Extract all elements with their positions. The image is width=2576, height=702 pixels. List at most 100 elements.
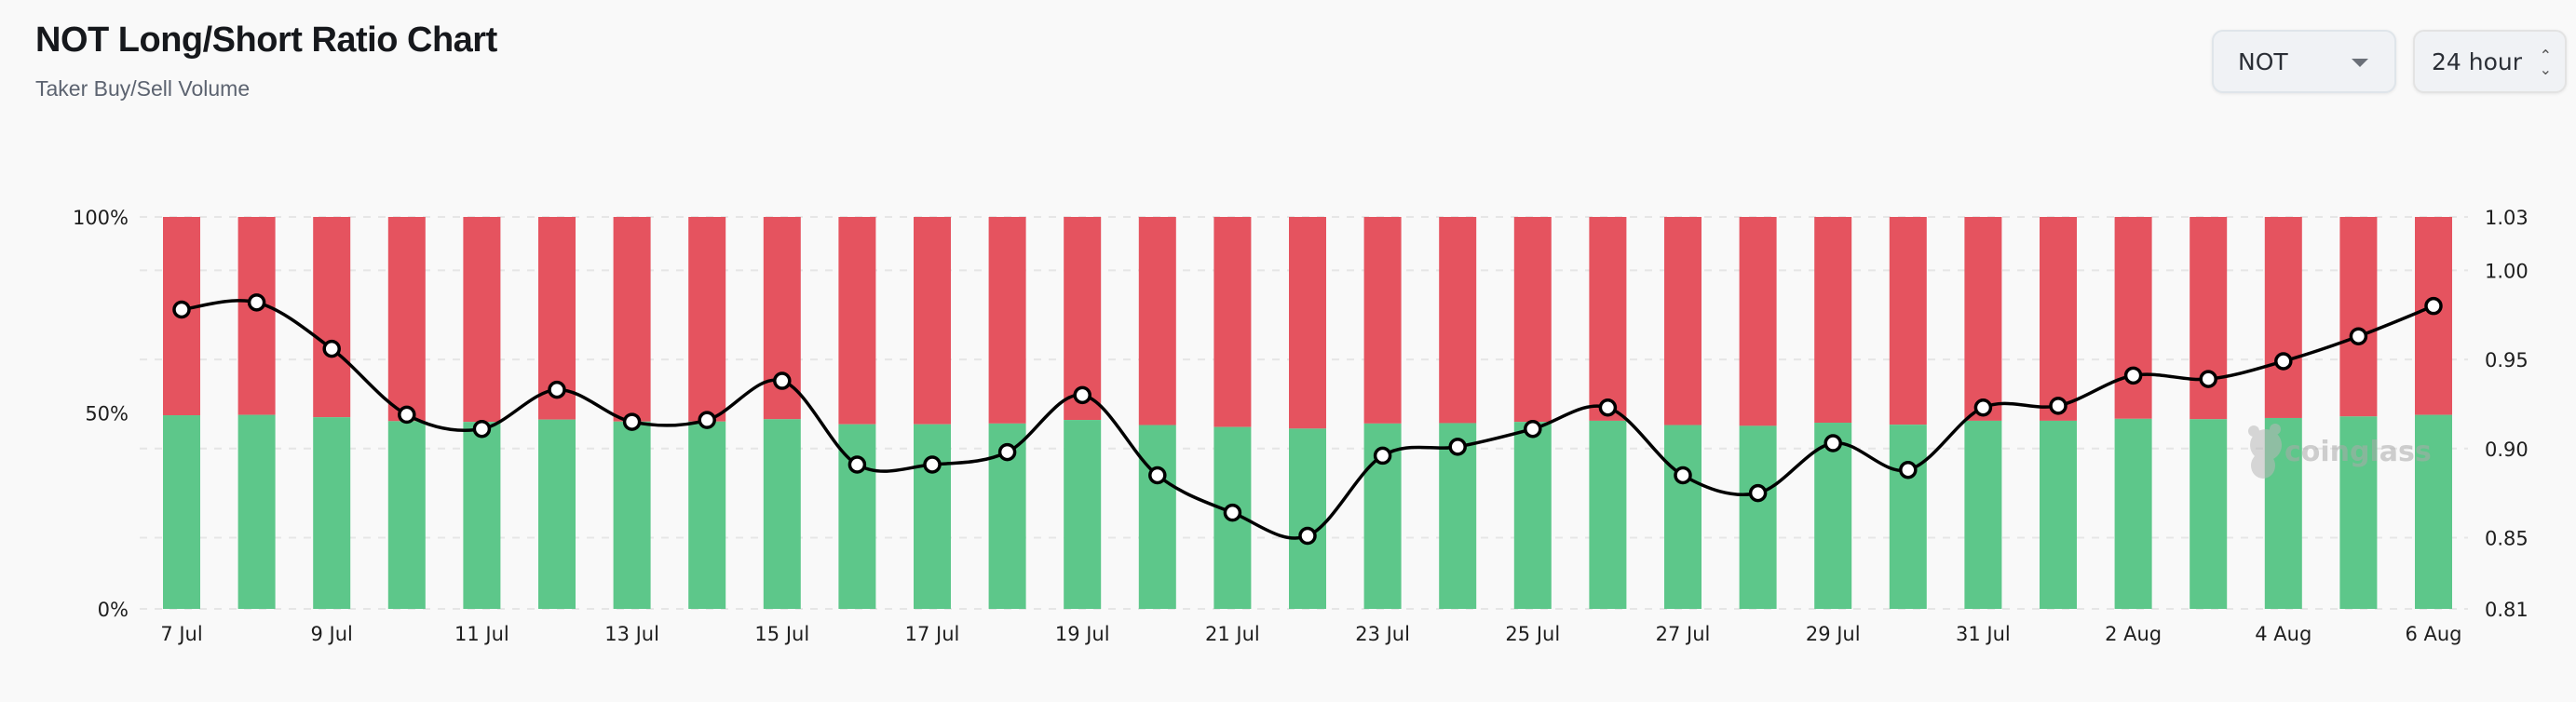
ratio-point [923,455,942,474]
short-bar [2339,217,2378,417]
short-bar [387,217,426,422]
x-axis-tick-label: 6 Aug [2405,623,2461,645]
x-axis-tick-label: 4 Aug [2255,623,2312,645]
long-bar [163,415,200,609]
long-bar [1513,422,1552,609]
symbol-select[interactable]: NOT [2212,30,2396,93]
short-bar [914,217,951,425]
left-axis-tick-label: 100% [73,207,129,229]
long-bar [1138,425,1176,609]
long-bar [688,421,726,609]
ratio-point [2123,366,2143,385]
chevron-up-down-icon: ⌃ ⌄ [2539,47,2552,78]
ratio-point [1373,446,1392,466]
ratio-point [1073,385,1091,405]
short-bar [1964,217,2002,421]
ratio-point [2274,352,2293,371]
coinglass-logo-icon [2248,424,2282,479]
ratio-point [1148,466,1167,485]
period-select[interactable]: 24 hour ⌃ ⌄ [2413,30,2567,93]
short-bar [838,217,876,425]
x-axis-tick-label: 31 Jul [1956,623,2011,645]
ratio-point [1674,466,1692,485]
right-axis-tick-label: 1.03 [2485,207,2529,229]
long-bar [2415,414,2452,609]
right-axis-tick-label: 1.00 [2485,260,2529,282]
long-bar [1964,420,2002,609]
ratio-point [1223,503,1242,522]
short-bar [988,217,1026,424]
ratio-points [172,293,2443,546]
ratio-point [1748,483,1768,503]
long-bar [2190,419,2228,609]
short-bar [2190,217,2228,420]
long-bar [237,414,276,609]
x-axis-tick-label: 2 Aug [2105,623,2162,645]
short-bar [613,217,651,422]
long-bar [1064,420,1102,609]
ratio-point [2049,397,2068,415]
short-bar [1739,217,1777,426]
short-bar [1363,217,1402,424]
x-axis-tick-label: 13 Jul [604,623,659,645]
left-axis-tick-label: 50% [85,403,129,425]
short-bar [1889,217,1927,425]
right-axis-tick-label: 0.85 [2485,527,2529,549]
long-bar [1664,425,1702,609]
long-bar [2114,418,2152,609]
right-axis-tick-label: 0.81 [2485,599,2529,621]
short-bar [1439,217,1477,424]
short-bar [1589,217,1627,421]
x-axis-tick-label: 15 Jul [754,623,809,645]
ratio-point [398,405,416,425]
long-bar [313,417,351,609]
short-bar [2415,217,2452,415]
left-axis-tick-label: 0% [98,599,129,621]
long-bar [613,421,651,609]
long-bar [1589,420,1627,609]
x-axis-tick-label: 29 Jul [1806,623,1861,645]
ratio-point [472,419,492,439]
short-bar [2040,217,2077,421]
ratio-point [1598,398,1618,417]
ratio-point [622,412,642,431]
caret-down-icon [2352,59,2368,67]
x-axis-tick-label: 9 Jul [311,623,353,645]
long-bar [1814,423,1852,609]
ratio-point [322,339,341,358]
page-title: NOT Long/Short Ratio Chart [35,20,497,60]
long-bar [2040,420,2077,609]
page-subtitle: Taker Buy/Sell Volume [35,76,251,101]
right-axis-tick-label: 0.90 [2485,439,2529,461]
ratio-point [773,371,792,390]
symbol-select-value: NOT [2238,47,2288,75]
ratio-point [1298,526,1317,546]
ratio-point [1524,419,1542,439]
ratio-point [997,442,1017,462]
short-bar [1289,217,1326,429]
x-axis-tick-label: 27 Jul [1656,623,1711,645]
long-bar [914,424,951,609]
short-bar [463,217,501,423]
ratio-point [698,411,716,429]
watermark-text: coinglass [2285,436,2432,468]
ratio-point [1448,438,1467,456]
x-axis-tick-label: 7 Jul [160,623,202,645]
short-bar [2114,217,2152,419]
ratio-point [847,455,867,474]
short-bar [688,217,726,422]
long-bar [1739,425,1777,609]
x-axis-tick-label: 19 Jul [1055,623,1110,645]
ratio-point [1824,434,1842,452]
long-bar [387,421,426,609]
short-bar [237,217,276,415]
long-bar [2339,416,2378,609]
ratio-point [1973,398,1993,417]
ratio-point [1899,460,1918,479]
watermark: coinglass [2248,424,2432,479]
short-bar [313,217,351,418]
x-axis-tick-label: 21 Jul [1205,623,1260,645]
short-bar [1138,217,1176,425]
x-axis-tick-label: 11 Jul [454,623,509,645]
long-bar [763,419,801,609]
